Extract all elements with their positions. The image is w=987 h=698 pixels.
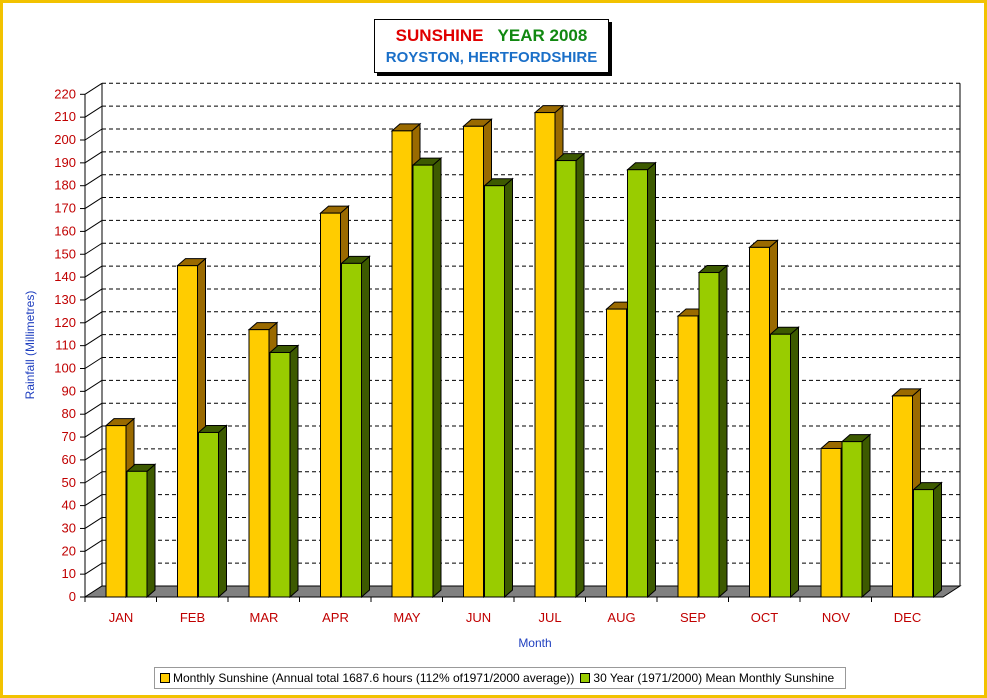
- grid-diagonal: [84, 288, 103, 301]
- x-tick-label: MAY: [393, 610, 421, 625]
- bar-mean-nov: [840, 433, 872, 599]
- grid-diagonal: [84, 539, 103, 552]
- y-tick-label: 80: [62, 406, 76, 421]
- y-tick-label: 60: [62, 452, 76, 467]
- grid-diagonal: [84, 425, 103, 438]
- legend: Monthly Sunshine (Annual total 1687.6 ho…: [154, 667, 847, 689]
- x-axis-title: Month: [518, 636, 551, 650]
- bar-mean-jul: [554, 152, 586, 599]
- y-tick-label: 220: [54, 86, 76, 101]
- bar-mean-jan: [125, 463, 157, 599]
- x-tick-label: NOV: [822, 610, 851, 625]
- grid-diagonal: [84, 471, 103, 484]
- y-tick-label: 20: [62, 543, 76, 558]
- grid-diagonal: [84, 151, 103, 164]
- legend-swatch-mean: [580, 673, 591, 683]
- grid-diagonal: [84, 379, 103, 392]
- y-tick-label: 100: [54, 361, 76, 376]
- grid-diagonal: [84, 82, 103, 95]
- y-tick-label: 70: [62, 429, 76, 444]
- x-tick-label: JAN: [109, 610, 134, 625]
- bar-mean-oct: [769, 326, 800, 599]
- y-tick-label: 160: [54, 223, 76, 238]
- grid-diagonal: [84, 311, 103, 324]
- chart-title-year: YEAR 2008: [497, 26, 588, 45]
- y-tick-label: 40: [62, 498, 76, 513]
- y-tick-label: 120: [54, 315, 76, 330]
- y-tick-label: 130: [54, 292, 76, 307]
- legend-label-mean: 30 Year (1971/2000) Mean Monthly Sunshin…: [593, 671, 835, 685]
- grid-diagonal: [84, 334, 103, 347]
- y-tick-label: 90: [62, 383, 76, 398]
- y-tick-label: 0: [69, 589, 76, 604]
- x-tick-label: MAR: [250, 610, 279, 625]
- y-tick-label: 150: [54, 246, 76, 261]
- bar-mean-may: [411, 157, 443, 599]
- grid-diagonal: [84, 197, 103, 209]
- y-tick-label: 30: [62, 520, 76, 535]
- bar-mean-apr: [340, 255, 371, 599]
- x-tick-label: FEB: [180, 610, 205, 625]
- grid-diagonal: [84, 357, 103, 369]
- chart-subtitle: ROYSTON, HERTFORDSHIRE: [385, 49, 598, 66]
- bar-mean-feb: [197, 424, 228, 599]
- grid-diagonal: [84, 265, 103, 278]
- grid-diagonal: [84, 242, 103, 255]
- bar-mean-mar: [268, 344, 300, 599]
- chart-title-box: SUNSHINE YEAR 2008 ROYSTON, HERTFORDSHIRE: [374, 19, 609, 73]
- grid-diagonal: [84, 448, 103, 461]
- grid-diagonal: [84, 517, 103, 529]
- x-tick-label: APR: [322, 610, 349, 625]
- y-tick-label: 190: [54, 155, 76, 170]
- grid-diagonal: [84, 219, 103, 232]
- grid-diagonal: [84, 402, 103, 415]
- bars-layer: [104, 104, 943, 599]
- y-tick-label: 200: [54, 132, 76, 147]
- x-tick-label: SEP: [680, 610, 706, 625]
- y-tick-label: 140: [54, 269, 76, 284]
- legend-label-monthly: Monthly Sunshine (Annual total 1687.6 ho…: [173, 671, 575, 685]
- grid-diagonal: [84, 105, 103, 118]
- x-axis-ticks: JAN FEB MAR APR MAY JUN JUL AUG SEP OCT NOV DEC: [84, 597, 921, 625]
- chart-title-sunshine: SUNSHINE: [395, 26, 484, 45]
- y-tick-label: 110: [55, 338, 76, 353]
- bar-mean-aug: [626, 161, 657, 599]
- y-axis-title: Rainfall (Millimetres): [23, 291, 37, 400]
- grid-diagonal: [84, 494, 103, 507]
- y-tick-label: 180: [54, 178, 76, 193]
- bar-mean-dec: [912, 481, 943, 599]
- bar-mean-jun: [483, 177, 514, 599]
- legend-swatch-monthly: [160, 673, 170, 683]
- y-tick-label: 210: [54, 109, 76, 124]
- x-tick-label: DEC: [894, 610, 921, 625]
- grid-diagonal: [84, 128, 103, 141]
- x-tick-label: OCT: [751, 610, 779, 625]
- y-axis-ticks: 0 10 20 30 40 50 60 70 80 90 100 110 120 130 140 150 160…: [54, 86, 85, 604]
- y-tick-label: 170: [54, 201, 76, 216]
- grid-diagonal: [84, 174, 103, 187]
- grid-layer: [84, 82, 961, 598]
- y-tick-label: 10: [62, 566, 76, 581]
- x-tick-label: JUN: [466, 610, 491, 625]
- bar-mean-sep: [697, 264, 729, 599]
- y-tick-label: 50: [62, 475, 76, 490]
- x-tick-label: JUL: [538, 610, 561, 625]
- grid-diagonal: [84, 562, 103, 575]
- x-tick-label: AUG: [607, 610, 635, 625]
